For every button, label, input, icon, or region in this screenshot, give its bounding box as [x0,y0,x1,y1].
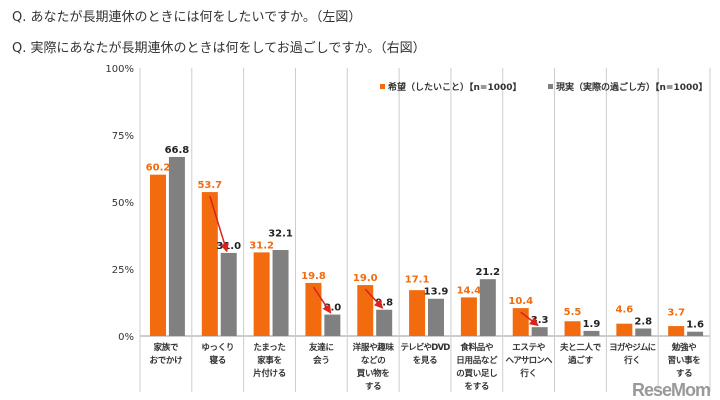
category-label: 習い事を [668,355,701,366]
category-label: 行く [519,368,536,379]
category-label: などの [361,355,386,366]
category-label: エステや [512,342,545,353]
data-label: 3.3 [531,315,549,326]
decrease-arrow [209,195,229,253]
category-label: 家事を [257,355,282,366]
bar-hope [564,321,581,336]
y-tick-label: 25% [112,265,134,276]
category-label: 行く [623,355,640,366]
decrease-arrow [364,288,384,309]
data-label: 1.6 [686,320,704,331]
bar-hope [616,323,633,336]
y-tick-label: 75% [112,131,134,142]
bar-reality [376,309,393,336]
data-label: 53.7 [197,180,222,191]
bar-hope [357,285,374,336]
data-label: 4.6 [616,304,634,315]
data-label: 8.0 [324,303,342,314]
category-label: 買い物を [357,368,390,379]
bar-reality [428,298,444,336]
bar-reality [687,331,704,336]
category-label: する [676,369,692,379]
category-label: 勉強や [671,342,697,353]
data-label: 19.8 [301,271,326,282]
data-label: 9.8 [375,298,393,309]
bar-hope [409,290,426,336]
bar-reality [324,314,341,336]
data-label: 14.4 [457,285,482,296]
resemom-logo: ReseMom [631,380,711,400]
question-1: Q. あなたが長期連休のときには何をしたいですか。（左図） [12,10,362,25]
category-label: 食料品や [460,342,493,353]
bar-hope [460,297,477,336]
data-label: 1.9 [583,319,601,330]
bar-reality [272,249,289,336]
data-label: 19.0 [353,273,378,284]
category-label: の買い足し [456,368,497,379]
category-label: ゆっくり [201,343,234,353]
y-tick-label: 50% [112,198,134,209]
data-label: 3.7 [667,308,685,319]
bar-reality [583,330,600,336]
category-label: 日用品など [456,355,498,366]
data-label: 31.2 [249,240,274,251]
data-label: 66.8 [165,145,190,156]
bar-reality [531,327,548,336]
bar-reality [635,328,652,336]
bar-hope [668,326,685,336]
category-label: 片付ける [253,368,286,379]
data-label: 60.2 [146,163,171,174]
category-label: する [365,382,381,392]
decrease-arrow [312,286,332,314]
data-label: 21.2 [475,267,500,278]
bar-hope [305,282,322,336]
category-label: 家族で [154,342,179,353]
category-label: 寝る [209,355,226,366]
y-tick-label: 100% [105,64,134,75]
bar-reality [220,252,237,336]
legend-swatch [548,84,553,89]
bar-hope [150,174,166,336]
bar-reality [168,156,185,336]
category-label: おでかけ [150,356,184,366]
bar-hope [253,252,270,336]
question-2: Q. 実際にあなたが長期連休のときは何をしてお過ごしですか。（右図） [12,41,426,56]
y-tick-label: 0% [118,332,134,343]
data-label: 2.8 [634,316,652,327]
category-label: をする [465,382,490,392]
category-label: 友達に [308,342,334,353]
bar-hope [201,192,218,336]
category-label: テレビやDVD [400,342,450,353]
category-label: ヨガやジムに [609,342,656,353]
category-label: 会う [312,355,329,366]
data-label: 17.1 [405,275,430,286]
legend-swatch [380,84,385,89]
data-label: 13.9 [424,287,449,298]
legend-label: 現実（実際の過ごし方）【n=1000】 [556,81,708,93]
category-label: 夫と二人で [560,342,602,353]
legend-label: 希望（したいこと）【n=1000】 [388,81,522,93]
data-label: 10.4 [508,296,533,307]
bar-reality [479,279,496,336]
category-label: たまった [253,342,285,353]
category-label: 洋服や趣味 [353,342,395,353]
data-label: 31.0 [216,241,241,252]
category-label: を見る [413,355,438,366]
category-label: 過ごす [567,355,593,366]
decrease-arrow [520,311,539,327]
category-label: ヘアサロンへ [506,356,554,366]
data-label: 32.1 [268,228,293,239]
data-label: 5.5 [564,307,582,318]
